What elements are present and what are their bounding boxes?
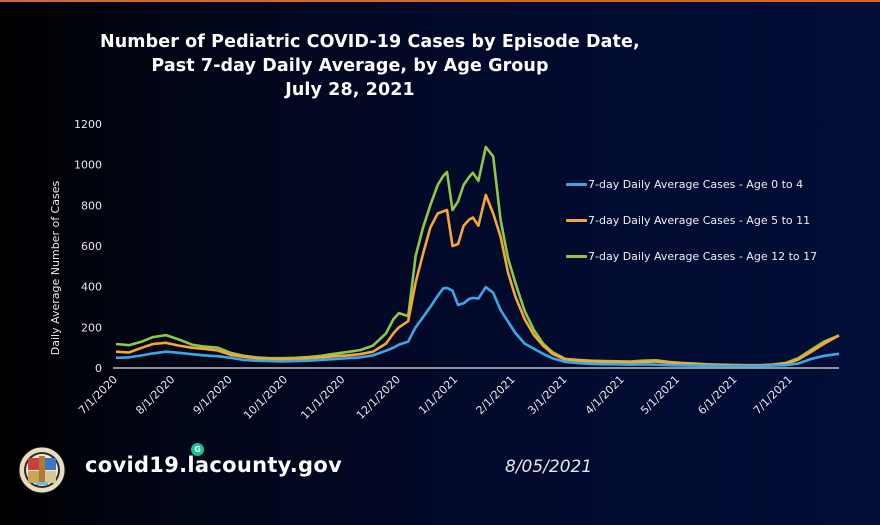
x-tick-label: 7/1/2021	[751, 373, 795, 417]
x-axis-ticks: 7/1/2020 8/1/2020 9/1/2020 10/1/2020 11/1/20…	[76, 373, 795, 422]
x-tick-label: 6/1/2021	[695, 373, 739, 417]
legend-swatch-age-12-17	[566, 254, 587, 258]
top-accent-rule	[0, 0, 880, 2]
x-tick-label: 1/1/2021	[416, 373, 460, 417]
legend-item-age-0-4[interactable]: 7-day Daily Average Cases - Age 0 to 4	[566, 166, 817, 202]
legend-swatch-age-5-11	[566, 218, 587, 222]
y-tick-label: 1200	[74, 118, 102, 131]
x-tick-label: 8/1/2020	[133, 373, 177, 417]
y-tick-label: 400	[81, 281, 102, 294]
chart-title-line-3: July 28, 2021	[285, 80, 415, 100]
y-tick-label: 1000	[74, 159, 102, 172]
legend-item-age-5-11[interactable]: 7-day Daily Average Cases - Age 5 to 11	[566, 202, 817, 238]
x-tick-label: 11/1/2020	[298, 373, 347, 422]
y-axis-ticks: 0 200 400 600 800 1000 1200	[74, 118, 102, 375]
la-county-seal-icon	[18, 446, 66, 494]
x-tick-label: 9/1/2020	[191, 373, 235, 417]
legend-label-age-0-4: 7-day Daily Average Cases - Age 0 to 4	[588, 177, 804, 191]
x-tick-label: 7/1/2020	[76, 373, 120, 417]
legend-label-age-5-11: 7-day Daily Average Cases - Age 5 to 11	[588, 213, 811, 227]
footer-date: 8/05/2021	[505, 457, 593, 477]
series-lines	[115, 145, 840, 368]
legend-item-age-12-17[interactable]: 7-day Daily Average Cases - Age 12 to 17	[566, 238, 817, 274]
grammarly-badge-icon[interactable]: G	[191, 443, 204, 456]
x-tick-label: 2/1/2021	[474, 373, 518, 417]
series-line-age-5-11	[115, 193, 840, 367]
chart-title: Number of Pediatric COVID-19 Cases by Ep…	[100, 30, 640, 102]
x-tick-label: 3/1/2021	[525, 373, 569, 417]
y-axis-label: Daily Average Number of Cases	[49, 181, 62, 356]
x-tick-label: 12/1/2020	[354, 373, 403, 422]
x-tick-label: 4/1/2021	[583, 373, 627, 417]
legend-label-age-12-17: 7-day Daily Average Cases - Age 12 to 17	[588, 249, 818, 263]
legend-swatch-age-0-4	[566, 182, 587, 186]
series-line-age-0-4	[115, 285, 840, 368]
x-tick-label: 10/1/2020	[241, 373, 290, 422]
y-tick-label: 600	[81, 240, 102, 253]
chart-title-line-1: Number of Pediatric COVID-19 Cases by Ep…	[100, 32, 640, 52]
y-tick-label: 800	[81, 199, 102, 212]
y-tick-label: 200	[81, 321, 102, 334]
chart-legend: 7-day Daily Average Cases - Age 0 to 4 7…	[566, 166, 817, 274]
x-tick-label: 5/1/2021	[638, 373, 682, 417]
footer-website-url[interactable]: covid19.lacounty.gov	[85, 453, 343, 477]
y-tick-label: 0	[95, 362, 102, 375]
chart-title-line-2: Past 7-day Daily Average, by Age Group	[151, 56, 549, 76]
